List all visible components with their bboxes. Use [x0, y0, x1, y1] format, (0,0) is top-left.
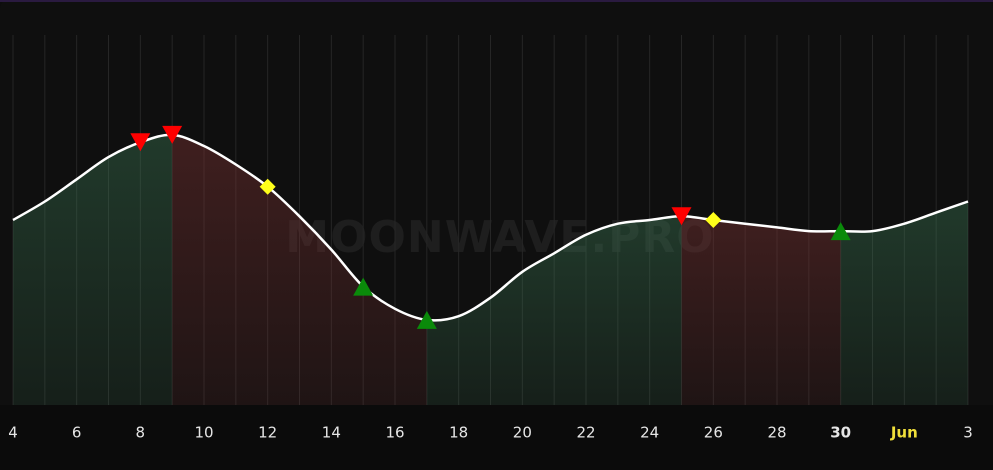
trend-region	[172, 134, 427, 405]
signal-sell	[162, 125, 183, 144]
x-tick-label: Jun	[890, 424, 918, 442]
x-tick-label: 18	[449, 424, 468, 442]
signal-buy	[830, 222, 851, 241]
x-tick-label: 28	[767, 424, 786, 442]
x-tick-label: 22	[576, 424, 595, 442]
signal-buy	[353, 277, 374, 296]
signal-sell	[130, 133, 151, 152]
x-tick-label: 14	[322, 424, 341, 442]
signal-hold	[705, 212, 722, 228]
x-tick-label: 4	[8, 424, 18, 442]
signal-hold	[259, 178, 276, 195]
trend-region	[681, 216, 841, 405]
x-tick-label: 16	[385, 424, 404, 442]
signal-sell	[671, 207, 692, 226]
x-tick-label: 24	[640, 424, 659, 442]
x-tick-label: 3	[963, 424, 973, 442]
x-tick-label: 30	[830, 424, 851, 442]
signal-buy	[416, 310, 437, 329]
x-tick-label: 12	[258, 424, 277, 442]
axis-strip	[0, 405, 993, 470]
x-tick-label: 10	[194, 424, 213, 442]
x-tick-label: 6	[72, 424, 82, 442]
x-tick-label: 20	[513, 424, 532, 442]
trend-region	[840, 201, 968, 405]
x-tick-label: 8	[136, 424, 146, 442]
x-tick-label: 26	[704, 424, 723, 442]
top-border	[0, 0, 993, 2]
trend-region	[426, 216, 682, 405]
trend-region	[13, 134, 173, 405]
